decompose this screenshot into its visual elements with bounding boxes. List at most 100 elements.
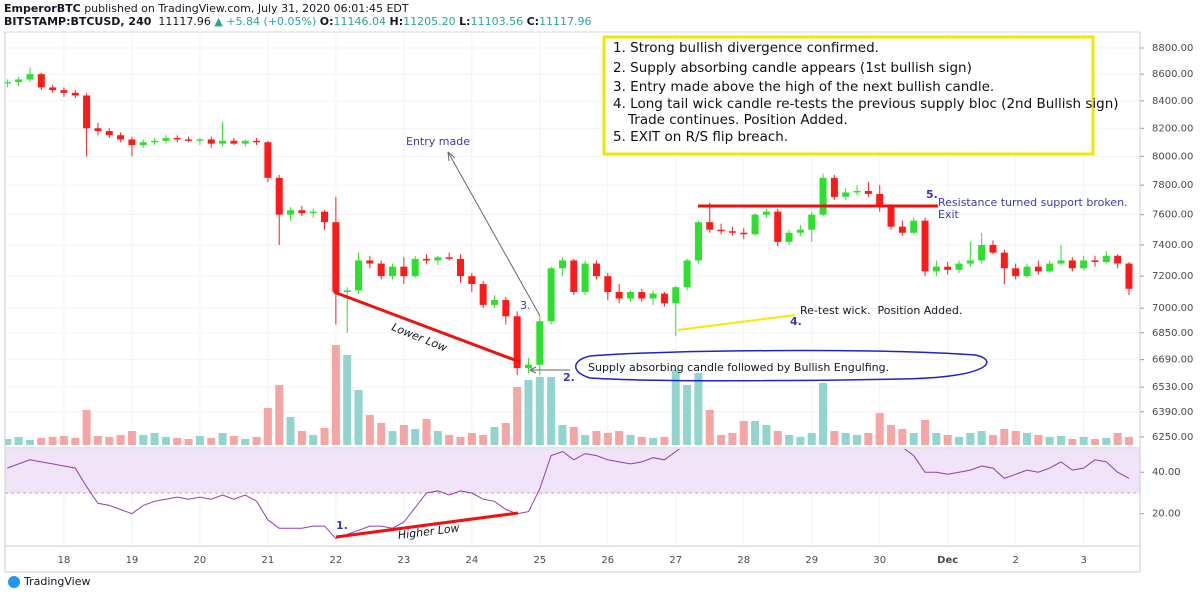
ellipse <box>575 349 988 382</box>
volume-bar <box>637 437 646 445</box>
y-tick-label: 6690.00 <box>1152 355 1193 366</box>
y-tick-label: 7000.00 <box>1152 303 1193 314</box>
candle-body <box>5 82 11 84</box>
candle-body <box>355 260 363 291</box>
arrowhead <box>529 366 537 374</box>
candle-body <box>139 142 147 146</box>
ohlc-label: O: <box>320 15 334 28</box>
volume-bar <box>796 437 805 445</box>
volume-bar <box>5 439 12 445</box>
volume-bar <box>581 435 590 445</box>
candle-body <box>944 266 952 270</box>
x-tick-label: 20 <box>194 555 207 566</box>
volume-bar <box>150 433 159 445</box>
volume-bar <box>207 438 216 445</box>
volume-bar <box>93 436 102 445</box>
y-tick-label: 7600.00 <box>1152 210 1193 221</box>
candle-body <box>1000 252 1008 269</box>
candle-layer <box>5 67 1133 376</box>
volume-bar <box>490 427 499 445</box>
published: published on TradingView.com, July 31, 2… <box>84 2 409 15</box>
volume-bar <box>615 431 624 445</box>
annotation: Entry made <box>406 135 470 148</box>
volume-bar <box>853 435 862 445</box>
x-tick-label: Dec <box>937 555 958 566</box>
candle-body <box>219 140 227 144</box>
annotation: 5. <box>926 188 938 201</box>
x-tick-label: 29 <box>805 555 818 566</box>
x-tick-label: 3 <box>1080 555 1086 566</box>
volume-bar <box>1079 437 1088 445</box>
brand: TradingView <box>23 575 90 588</box>
volume-bar <box>547 377 556 445</box>
candle-body <box>762 211 770 215</box>
candle-body <box>309 211 317 214</box>
volume-bar <box>161 437 170 445</box>
y2-tick-label: 20.00 <box>1152 509 1181 520</box>
candle-body <box>321 211 329 223</box>
volume-bar <box>297 431 306 445</box>
candle-body <box>502 300 510 317</box>
candle-body <box>1080 260 1088 269</box>
candle-body <box>728 231 736 233</box>
volume-bar <box>377 423 386 445</box>
x-tick-label: 21 <box>262 555 275 566</box>
candle-body <box>1034 266 1042 272</box>
volume-bar <box>932 433 941 445</box>
volume-bar <box>603 433 612 445</box>
axes: 6250.00 6390.00 6530.00 6690.00 6850.00 7000.… <box>58 43 1194 566</box>
x-tick-label: 2 <box>1012 555 1018 566</box>
volume-bar <box>569 427 578 445</box>
volume-bar <box>1068 439 1077 445</box>
volume-layer <box>5 345 1133 445</box>
candle-body <box>26 74 34 80</box>
candle-body <box>94 128 102 132</box>
candle-body <box>774 211 782 242</box>
y-tick-label: 7200.00 <box>1152 271 1193 282</box>
candle-body <box>128 139 136 146</box>
annotation: Re-test wick. Position Added. <box>800 304 962 317</box>
candle-body <box>1114 255 1122 264</box>
volume-bar <box>25 440 34 445</box>
candle-body <box>672 287 680 304</box>
candle-body <box>468 276 476 285</box>
candle-body <box>864 190 872 194</box>
candle-body <box>377 263 385 277</box>
ohlc-label: H: <box>390 15 404 28</box>
y-tick-label: 6250.00 <box>1152 432 1193 443</box>
y-tick-label: 8400.00 <box>1152 96 1193 107</box>
volume-bar <box>1000 429 1009 445</box>
candle-body <box>910 220 918 233</box>
volume-bar <box>592 431 601 445</box>
y-tick-label: 8600.00 <box>1152 69 1193 80</box>
y-tick-label: 8800.00 <box>1152 43 1193 54</box>
x-tick-label: 26 <box>601 555 614 566</box>
candle-body <box>60 90 68 93</box>
rsi-layer <box>5 449 1140 540</box>
candle-body <box>955 263 963 270</box>
candle-body <box>966 260 974 264</box>
candle-body <box>649 293 657 299</box>
volume-bar <box>195 436 204 445</box>
volume-bar <box>173 438 182 445</box>
y-tick-label: 8200.00 <box>1152 123 1193 134</box>
volume-bar <box>82 410 91 445</box>
candle-body <box>434 257 442 261</box>
volume-bar <box>309 435 318 445</box>
annotation: 1. <box>336 519 348 532</box>
wick-line <box>677 314 796 331</box>
candle-body <box>332 222 340 293</box>
candle-body <box>37 74 45 88</box>
candle-body <box>151 140 159 143</box>
x-tick-label: 22 <box>330 555 343 566</box>
volume-bar <box>909 433 918 445</box>
volume-bar <box>422 419 431 445</box>
candle-body <box>173 138 181 140</box>
volume-bar <box>343 355 352 445</box>
candle-body <box>49 87 57 91</box>
volume-bar <box>694 373 703 445</box>
volume-bar <box>1011 431 1020 445</box>
candle-body <box>241 140 249 144</box>
volume-bar <box>286 417 295 445</box>
volume-bar <box>660 437 669 445</box>
